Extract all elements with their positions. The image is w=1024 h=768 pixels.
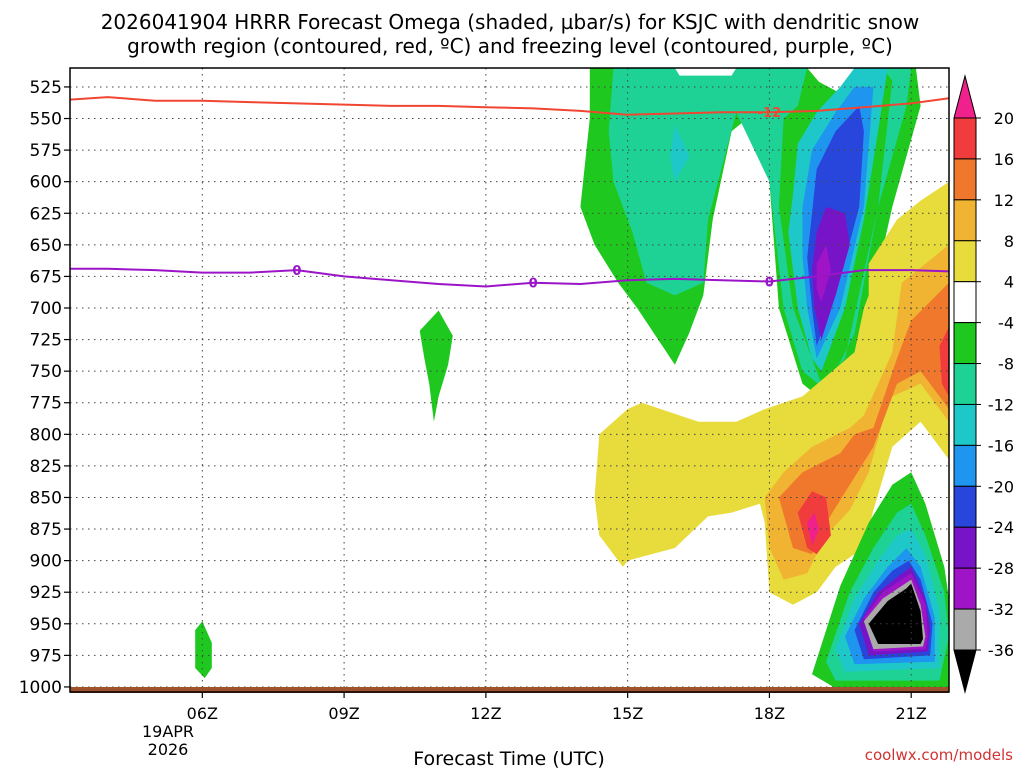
omega-region-k36-right <box>868 583 923 644</box>
colorbar-box <box>953 567 977 610</box>
colorbar-label: -8 <box>998 355 1014 374</box>
colorbar-label: 20 <box>994 109 1014 128</box>
colorbar-box <box>953 199 977 242</box>
colorbar-label: -16 <box>988 436 1014 455</box>
omega-shading <box>195 68 949 691</box>
y-tick-label-875: 875 <box>30 520 62 540</box>
y-tick-label-975: 975 <box>30 646 62 666</box>
colorbar: 20 16 12 8 4 -4 -8 -12 -16 -20 -24 -28 -32 -36 <box>953 74 1014 694</box>
omega-region-p32 <box>816 244 831 302</box>
omega-region-c16-streak <box>670 124 690 182</box>
y-axis: 525 550 575 600 625 650 675 700 725 750 775 800 825 8… <box>19 78 70 698</box>
omega-region-g8-top-notch <box>674 68 737 76</box>
y-tick-label-675: 675 <box>30 267 62 287</box>
contour-label-freezing-level-0C: 0 <box>765 275 774 290</box>
x-tick-label-12Z: 12Z <box>470 704 501 723</box>
plot-frame <box>69 67 950 693</box>
colorbar-label: 8 <box>1004 232 1014 251</box>
colorbar-box <box>953 608 977 651</box>
x-tick-label-18Z: 18Z <box>754 704 785 723</box>
y-tick-label-625: 625 <box>30 204 62 224</box>
date-label-year: 2026 <box>148 740 189 759</box>
colorbar-label: -32 <box>988 600 1014 619</box>
colorbar-label: -4 <box>998 314 1014 333</box>
chart-title-line2: growth region (contoured, red, ºC) and f… <box>127 34 893 58</box>
colorbar-bottom-arrow <box>953 649 977 694</box>
ground-surface <box>70 687 949 693</box>
omega-region-p28 <box>812 206 850 340</box>
contour-label-freezing-level-0C: 0 <box>529 277 538 292</box>
omega-region-o12 <box>778 282 949 555</box>
y-tick-label-800: 800 <box>30 425 62 445</box>
y-tick-label-525: 525 <box>30 78 62 98</box>
y-tick-label-700: 700 <box>30 299 62 319</box>
colorbar-box <box>953 281 977 324</box>
y-tick-label-925: 925 <box>30 583 62 603</box>
date-label-day: 19APR <box>142 722 194 741</box>
contour-dendritic-12C <box>70 96 949 116</box>
colorbar-label: -12 <box>988 395 1014 414</box>
y-tick-label-825: 825 <box>30 457 62 477</box>
colorbar-top-arrow <box>953 74 977 119</box>
omega-region-r16-right <box>939 326 949 397</box>
omega-region-g8-small <box>419 310 453 422</box>
y-tick-label-650: 650 <box>30 236 62 256</box>
y-tick-label-550: 550 <box>30 110 62 130</box>
colorbar-label: 12 <box>994 191 1014 210</box>
y-tick-label-900: 900 <box>30 552 62 572</box>
colorbar-box <box>953 526 977 569</box>
temperature-contours: -12 0 0 0 <box>70 96 949 292</box>
colorbar-box <box>953 158 977 201</box>
x-axis-label: Forecast Time (UTC) <box>413 748 604 768</box>
y-tick-label-775: 775 <box>30 394 62 414</box>
colorbar-label: 4 <box>1004 273 1014 292</box>
colorbar-label: 16 <box>994 150 1014 169</box>
colorbar-box <box>953 117 977 160</box>
y-tick-label-850: 850 <box>30 488 62 508</box>
omega-region-y4-main <box>594 181 949 605</box>
credit-text: coolwx.com/models <box>865 746 1013 764</box>
contour-label-freezing-level-0C: 0 <box>292 264 301 279</box>
colorbar-box <box>953 485 977 528</box>
y-tick-label-600: 600 <box>30 173 62 193</box>
y-tick-label-1000: 1000 <box>19 678 62 698</box>
colorbar-label: -36 <box>988 641 1014 660</box>
colorbar-box <box>953 322 977 365</box>
colorbar-box <box>953 403 977 446</box>
x-tick-label-15Z: 15Z <box>612 704 643 723</box>
omega-region-m20 <box>807 512 819 546</box>
omega-region-g8-left <box>195 621 212 679</box>
colorbar-label: -28 <box>988 559 1014 578</box>
chart-title-line1: 2026041904 HRRR Forecast Omega (shaded, … <box>101 10 920 34</box>
contour-freezing-level-0C <box>70 267 949 288</box>
x-tick-label-09Z: 09Z <box>328 704 359 723</box>
y-tick-label-750: 750 <box>30 362 62 382</box>
x-tick-label-06Z: 06Z <box>187 704 218 723</box>
colorbar-box <box>953 363 977 405</box>
y-tick-label-725: 725 <box>30 331 62 351</box>
colorbar-label: -24 <box>988 518 1014 537</box>
colorbar-box <box>953 444 977 487</box>
contour-label-dendritic-12C: -12 <box>758 106 782 121</box>
colorbar-label: -20 <box>988 477 1014 496</box>
x-axis: 06Z 09Z 12Z 15Z 18Z 21Z <box>187 692 927 723</box>
y-tick-label-950: 950 <box>30 615 62 635</box>
y-tick-label-575: 575 <box>30 141 62 161</box>
x-tick-label-21Z: 21Z <box>896 704 927 723</box>
grid-lines <box>70 68 949 692</box>
colorbar-box <box>953 240 977 283</box>
